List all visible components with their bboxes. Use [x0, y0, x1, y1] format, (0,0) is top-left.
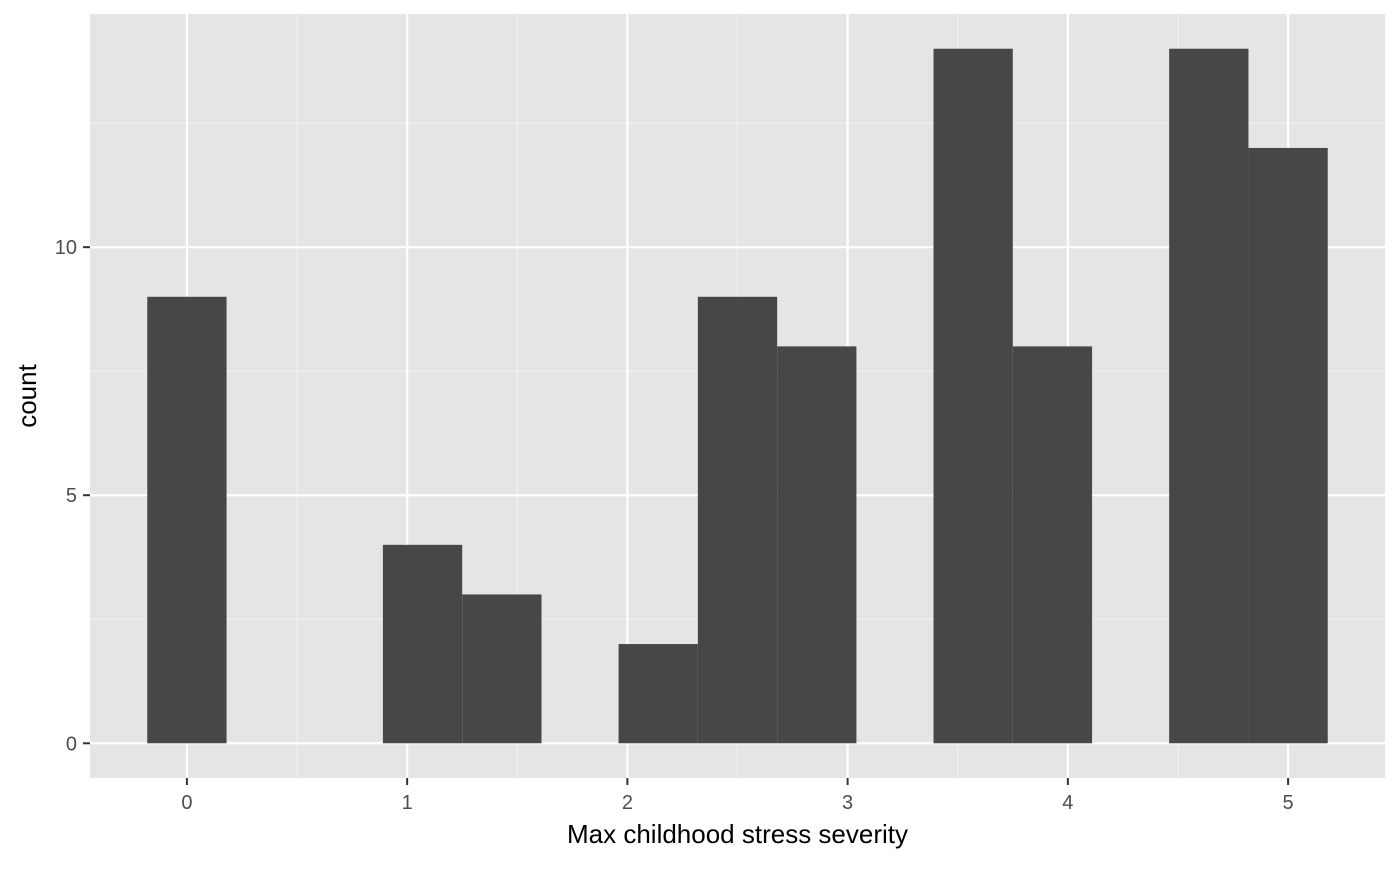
x-axis-title: Max childhood stress severity [567, 819, 908, 849]
histogram-bar [1248, 147, 1328, 744]
histogram-bar [462, 594, 542, 744]
histogram-bar [618, 644, 698, 744]
histogram-bar [382, 544, 463, 744]
x-tick-label: 3 [842, 792, 853, 814]
histogram-bar [933, 48, 1013, 744]
y-tick-label: 0 [66, 733, 77, 755]
histogram-bar [777, 346, 857, 744]
y-tick-label: 5 [66, 485, 77, 507]
histogram-bar [1169, 48, 1249, 744]
x-tick-label: 1 [402, 792, 413, 814]
y-tick-label: 10 [55, 237, 77, 259]
y-axis: 0 5 10 [55, 237, 90, 755]
x-tick-label: 4 [1062, 792, 1073, 814]
histogram-bar [1012, 346, 1093, 744]
x-tick-label: 0 [181, 792, 192, 814]
histogram-bar [147, 296, 227, 744]
y-axis-title: count [12, 363, 42, 427]
x-axis: 0 1 2 3 4 5 [181, 778, 1294, 814]
histogram-bar [697, 296, 778, 744]
x-tick-label: 5 [1283, 792, 1294, 814]
histogram-bars [147, 48, 1328, 744]
x-tick-label: 2 [622, 792, 633, 814]
